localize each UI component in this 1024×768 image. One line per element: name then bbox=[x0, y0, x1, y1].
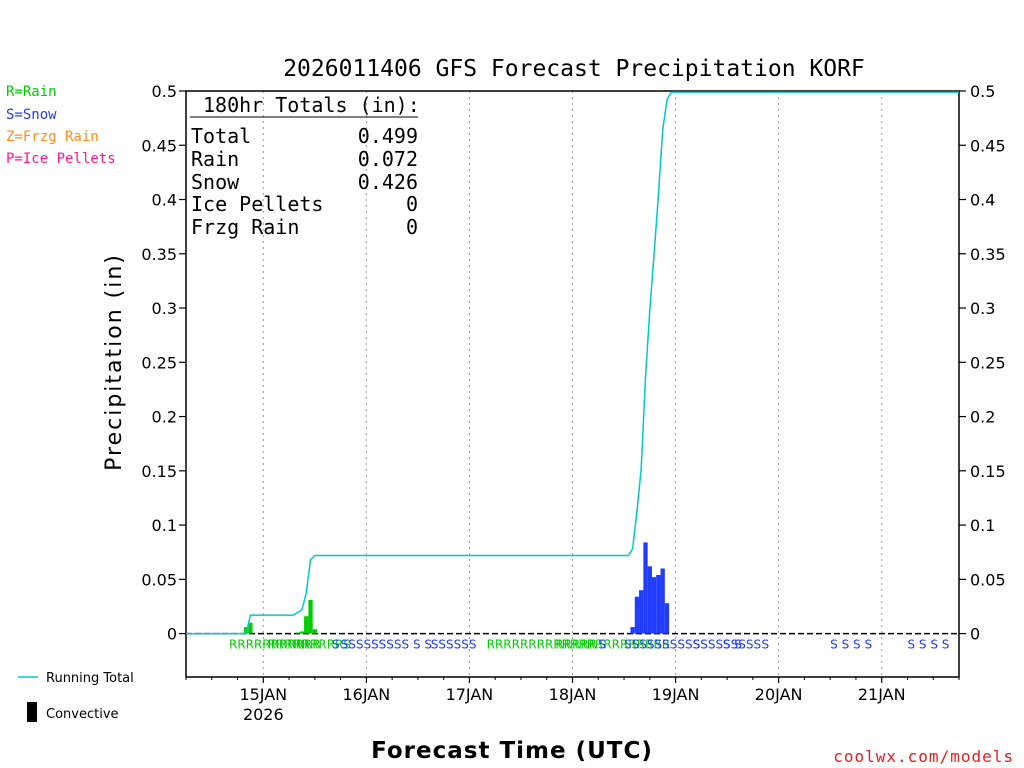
y-tick-label-left: 0.3 bbox=[152, 299, 177, 318]
y-tick-label-left: 0 bbox=[167, 625, 177, 644]
totals-header: 180hr Totals (in): bbox=[203, 93, 420, 117]
precip-bar bbox=[312, 629, 317, 634]
x-tick-label: 16JAN bbox=[343, 685, 391, 704]
precip-bar bbox=[651, 577, 657, 634]
legend-convective-swatch bbox=[27, 702, 37, 722]
y-tick-label-left: 0.15 bbox=[141, 462, 177, 481]
ptype-marker: S bbox=[761, 638, 769, 652]
precip-bar bbox=[639, 590, 644, 634]
y-tick-label-right: 0.45 bbox=[970, 136, 1006, 155]
y-axis-label: Precipitation (in) bbox=[102, 253, 127, 471]
credit-text: coolwx.com/models bbox=[833, 747, 1014, 766]
ptype-marker: S S bbox=[723, 638, 742, 652]
precip-bar bbox=[643, 542, 648, 634]
totals-total-value: 0.499 bbox=[358, 124, 418, 148]
ptype-marker: S bbox=[332, 638, 340, 652]
ptype-marker: RRRRRRS bbox=[293, 638, 351, 652]
ptype-marker: SSSSSSSSSSSSSSSSSS bbox=[624, 638, 761, 652]
running-total-line bbox=[186, 91, 959, 635]
x-tick-label: 19JAN bbox=[652, 685, 700, 704]
ptype-marker: SSSSSS bbox=[431, 638, 477, 652]
ptype-marker: S bbox=[693, 638, 701, 652]
totals-frzg-rain-label: Frzg Rain bbox=[191, 215, 299, 239]
totals-frzg-rain-value: 0 bbox=[406, 215, 418, 239]
ptype-marker: RRRRR bbox=[268, 638, 310, 652]
precip-bar bbox=[656, 574, 661, 634]
legend-running-total: Running Total bbox=[46, 671, 134, 686]
y-tick-label-right: 0.15 bbox=[970, 462, 1006, 481]
x-tick-label: 20JAN bbox=[755, 685, 803, 704]
y-tick-label-left: 0.5 bbox=[152, 82, 177, 101]
precip-bar bbox=[647, 566, 652, 634]
totals-ice-pellets-value: 0 bbox=[406, 192, 418, 216]
ptype-marker: S S S S bbox=[907, 638, 949, 652]
y-tick-label-right: 0.4 bbox=[970, 191, 995, 210]
x-tick-label: 21JAN bbox=[858, 685, 906, 704]
ptype-marker: RRRRRRRRRRRRRRRRRRRRRR bbox=[487, 638, 670, 652]
totals-total-label: Total bbox=[191, 124, 251, 148]
y-tick-label-right: 0.1 bbox=[970, 516, 995, 535]
ptype-marker: RRRRRRRRRRR bbox=[229, 638, 321, 652]
y-tick-label-right: 0.35 bbox=[970, 245, 1006, 264]
precip-bar bbox=[308, 599, 313, 634]
legend-snow: S=Snow bbox=[6, 107, 57, 123]
y-tick-label-right: 0.3 bbox=[970, 299, 995, 318]
precip-bar bbox=[660, 568, 665, 634]
y-tick-label-right: 0.5 bbox=[970, 82, 995, 101]
totals-snow-label: Snow bbox=[191, 170, 240, 194]
totals-rain-value: 0.072 bbox=[358, 147, 418, 171]
y-tick-label-right: 0 bbox=[970, 625, 980, 644]
x-tick-sublabel: 2026 bbox=[243, 705, 284, 724]
chart-title: 2026011406 GFS Forecast Precipitation KO… bbox=[283, 56, 865, 82]
legend-ice-pellets: P=Ice Pellets bbox=[6, 151, 116, 167]
y-tick-label-right: 0.2 bbox=[970, 408, 995, 427]
y-tick-label-left: 0.05 bbox=[141, 570, 177, 589]
ptype-marker: RRRRR bbox=[555, 638, 597, 652]
legend-rain: R=Rain bbox=[6, 84, 57, 100]
y-tick-label-left: 0.35 bbox=[141, 245, 177, 264]
precip-bar bbox=[630, 627, 635, 634]
precip-bar bbox=[248, 622, 253, 634]
ptype-marker: S S S S bbox=[830, 638, 872, 652]
precip-bar bbox=[634, 596, 640, 634]
x-tick-label: 17JAN bbox=[446, 685, 494, 704]
plot-area: 0 00.05 0.050.1 0.10.15 0.150.2 0.20.25 0.250.… bbox=[141, 82, 1005, 724]
legend-convective: Convective bbox=[46, 707, 119, 722]
y-tick-label-left: 0.4 bbox=[152, 191, 177, 210]
legend-frzg-rain: Z=Frzg Rain bbox=[6, 129, 99, 145]
precip-bar bbox=[295, 632, 300, 634]
ptype-marker: SSSSSSSSS S S bbox=[341, 638, 432, 652]
y-tick-label-left: 0.1 bbox=[152, 516, 177, 535]
totals-box: 180hr Totals (in): Total 0.499 Rain 0.07… bbox=[190, 93, 420, 239]
precip-bar bbox=[304, 616, 309, 634]
totals-ice-pellets-label: Ice Pellets bbox=[191, 192, 323, 216]
y-tick-label-left: 0.45 bbox=[141, 136, 177, 155]
ptype-marker: S bbox=[598, 638, 606, 652]
totals-rain-label: Rain bbox=[191, 147, 239, 171]
y-tick-label-right: 0.25 bbox=[970, 353, 1006, 372]
x-tick-label: 18JAN bbox=[549, 685, 597, 704]
x-tick-label: 15JAN bbox=[239, 685, 287, 704]
y-tick-label-right: 0.05 bbox=[970, 570, 1006, 589]
totals-snow-value: 0.426 bbox=[358, 170, 418, 194]
y-tick-label-left: 0.2 bbox=[152, 408, 177, 427]
precip-bar bbox=[664, 603, 670, 634]
x-axis-label: Forecast Time (UTC) bbox=[371, 738, 653, 764]
precip-bar bbox=[299, 631, 305, 634]
y-tick-label-left: 0.25 bbox=[141, 353, 177, 372]
